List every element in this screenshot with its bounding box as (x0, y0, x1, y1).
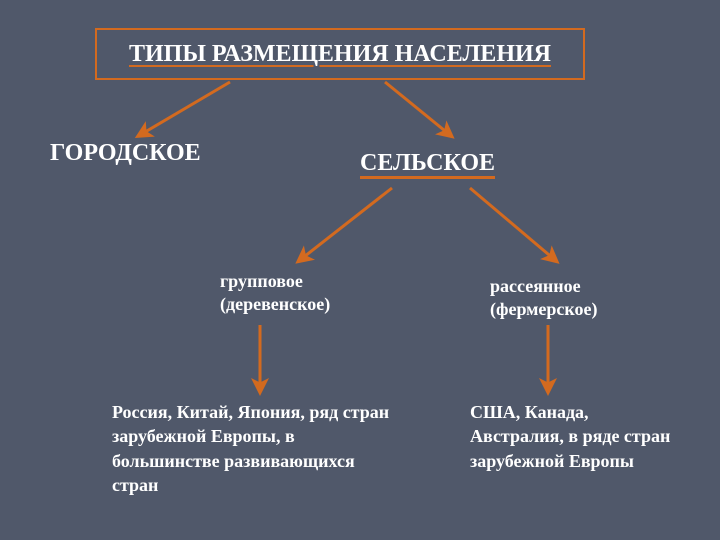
node-urban: ГОРОДСКОЕ (50, 140, 201, 167)
leaf-scattered-examples: США, Канада, Австралия, в ряде стран зар… (470, 400, 680, 473)
arrow (300, 188, 392, 260)
leaf-grouped-examples: Россия, Китай, Япония, ряд стран зарубеж… (112, 400, 392, 497)
node-scattered-line1: рассеянное (490, 275, 598, 298)
diagram-title: ТИПЫ РАЗМЕЩЕНИЯ НАСЕЛЕНИЯ (129, 41, 551, 68)
arrow (140, 82, 230, 135)
title-box: ТИПЫ РАЗМЕЩЕНИЯ НАСЕЛЕНИЯ (95, 28, 585, 80)
arrow (470, 188, 555, 260)
node-rural: СЕЛЬСКОЕ (360, 150, 495, 177)
arrow (385, 82, 450, 135)
node-grouped-line2: (деревенское) (220, 293, 330, 316)
node-grouped-line1: групповое (220, 270, 330, 293)
node-scattered: рассеянное (фермерское) (490, 275, 598, 322)
node-grouped: групповое (деревенское) (220, 270, 330, 317)
node-scattered-line2: (фермерское) (490, 298, 598, 321)
